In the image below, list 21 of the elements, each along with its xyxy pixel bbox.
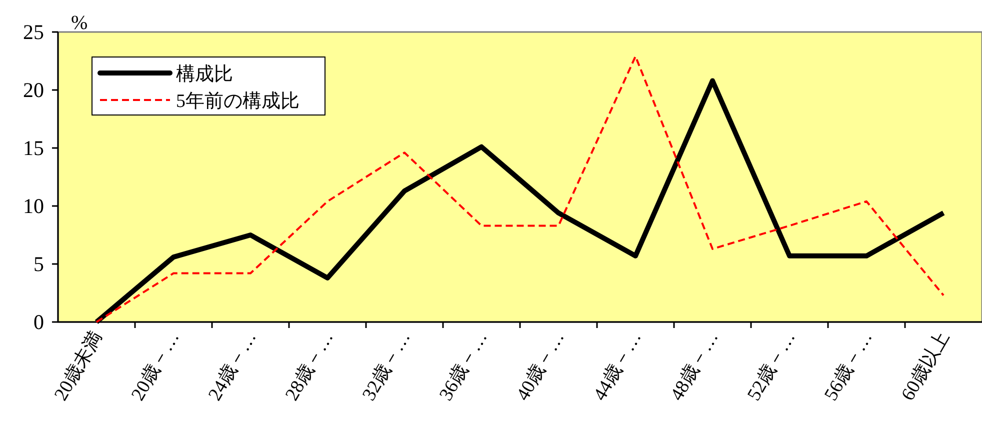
x-tick-label: 32歳－… [358,328,415,404]
legend-label: 5年前の構成比 [176,91,300,112]
x-tick-label: 48歳－… [666,328,723,404]
y-tick-label: 10 [23,194,44,218]
x-tick-label: 56歳－… [820,328,877,404]
x-tick-label: 20歳－… [128,328,184,404]
y-tick-label: 25 [23,20,44,44]
y-tick-label: 20 [23,78,44,102]
x-tick-label: 28歳－… [282,328,338,404]
x-tick-label: 52歳－… [744,328,800,404]
x-tick-label: 36歳－… [436,328,492,404]
legend-label: 構成比 [176,64,233,85]
x-tick-label: 60歳以上 [898,328,954,404]
y-tick-label: 0 [34,310,44,334]
y-tick-label: 15 [23,136,44,160]
y-tick-label: 5 [34,252,44,276]
x-tick-label: 24歳－… [204,328,261,404]
y-axis-title: % [71,12,88,34]
x-tick-label: 20歳未満 [50,328,107,404]
x-tick-label: 40歳－… [512,328,569,404]
x-tick-label: 44歳－… [590,328,646,404]
